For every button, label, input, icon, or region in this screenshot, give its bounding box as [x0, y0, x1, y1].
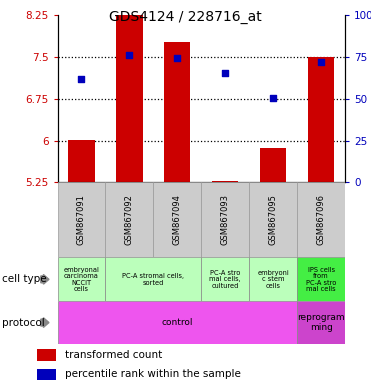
Text: GSM867092: GSM867092 [125, 194, 134, 245]
Bar [68, 139, 95, 182]
Text: cell type: cell type [2, 274, 46, 285]
Point [174, 55, 180, 61]
Text: PC-A stromal cells,
sorted: PC-A stromal cells, sorted [122, 273, 184, 286]
Text: percentile rank within the sample: percentile rank within the sample [65, 369, 241, 379]
Text: IPS cells
from
PC-A stro
mal cells: IPS cells from PC-A stro mal cells [306, 266, 336, 292]
Point [79, 76, 85, 82]
Point [127, 52, 132, 58]
Bar [297, 301, 345, 344]
Bar [260, 148, 286, 182]
Bar [58, 182, 105, 257]
Text: GSM867093: GSM867093 [221, 194, 230, 245]
Text: GSM867091: GSM867091 [77, 194, 86, 245]
Text: GSM867096: GSM867096 [316, 194, 326, 245]
Bar [58, 301, 297, 344]
Bar [297, 257, 345, 301]
Bar [105, 257, 201, 301]
Point [270, 95, 276, 101]
Bar [116, 9, 142, 182]
Bar [249, 257, 297, 301]
Point [222, 70, 228, 76]
Bar [37, 349, 56, 361]
Bar [249, 182, 297, 257]
Text: protocol: protocol [2, 318, 45, 328]
Point [318, 59, 324, 65]
Bar [153, 182, 201, 257]
Bar [297, 182, 345, 257]
Bar [201, 257, 249, 301]
Bar [105, 182, 153, 257]
Text: control: control [161, 318, 193, 327]
Bar [164, 41, 190, 182]
Text: GDS4124 / 228716_at: GDS4124 / 228716_at [109, 10, 262, 23]
Bar [37, 369, 56, 380]
Text: embryonal
carcinoma
NCCIT
cells: embryonal carcinoma NCCIT cells [63, 266, 99, 292]
Text: GSM867094: GSM867094 [173, 194, 182, 245]
Text: GSM867095: GSM867095 [269, 194, 278, 245]
Text: reprogram
ming: reprogram ming [297, 313, 345, 332]
Text: embryoni
c stem
cells: embryoni c stem cells [257, 270, 289, 289]
Bar [201, 182, 249, 257]
Text: transformed count: transformed count [65, 350, 162, 360]
Bar [58, 257, 105, 301]
Bar [308, 57, 334, 182]
Text: PC-A stro
mal cells,
cultured: PC-A stro mal cells, cultured [209, 270, 241, 289]
Bar [212, 181, 239, 182]
